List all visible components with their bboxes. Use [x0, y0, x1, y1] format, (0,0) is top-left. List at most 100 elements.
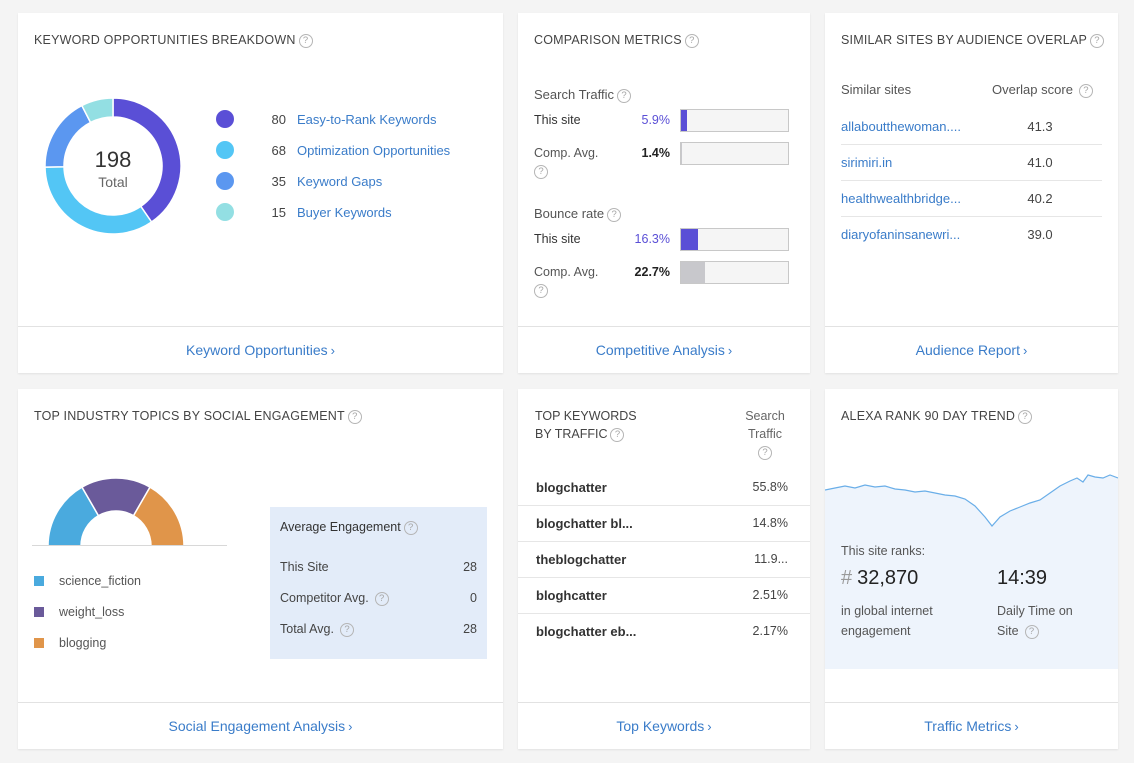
help-icon[interactable]: ? — [1078, 83, 1093, 98]
footer-link-text: Competitive Analysis — [595, 342, 725, 358]
row-divider — [841, 180, 1102, 181]
traffic-metrics-footer-link[interactable]: Traffic Metrics › — [825, 702, 1118, 749]
col-line-1: Search — [745, 409, 785, 423]
footer-link-text: Top Keywords — [616, 718, 705, 734]
help-icon[interactable]: ? — [374, 591, 389, 606]
legend-buyer-count: 15 — [271, 205, 286, 220]
chevron-right-icon: › — [1022, 343, 1028, 358]
legend-gaps-link[interactable]: Keyword Gaps — [297, 174, 383, 189]
search-traffic-col-header: Search Traffic ? — [740, 407, 790, 461]
help-icon[interactable]: ? — [610, 427, 625, 442]
legend-weight-loss: weight_loss — [59, 605, 125, 619]
rank-desc-line-2: engagement — [841, 624, 911, 638]
help-icon[interactable]: ? — [1090, 33, 1105, 48]
card-title-text: SIMILAR SITES BY AUDIENCE OVERLAP — [841, 33, 1088, 47]
similar-site-link[interactable]: sirimiri.in — [841, 155, 893, 170]
col-header-overlap-score: Overlap score? — [992, 82, 1093, 98]
legend-easy-link[interactable]: Easy-to-Rank Keywords — [297, 112, 437, 127]
card-title: COMPARISON METRICS? — [534, 33, 699, 48]
help-icon[interactable]: ? — [347, 409, 362, 424]
row-divider — [518, 505, 810, 506]
legend-science-fiction: science_fiction — [59, 574, 141, 588]
legend-buyer-link[interactable]: Buyer Keywords — [297, 205, 392, 220]
similar-site-link[interactable]: healthwealthbridge... — [841, 191, 961, 206]
bounce-rate-label: Bounce rate — [534, 206, 605, 221]
average-engagement-panel: Average Engagement? This Site 28 Competi… — [270, 507, 487, 659]
help-icon[interactable]: ? — [534, 284, 548, 298]
hash-icon: # — [841, 567, 853, 589]
legend-gaps-count: 35 — [271, 174, 286, 189]
keyword-row-traffic: 55.8% — [752, 480, 788, 494]
similar-site-score: 40.2 — [1027, 191, 1053, 206]
help-icon[interactable]: ? — [1024, 624, 1039, 639]
engagement-title-text: Average Engagement — [280, 520, 401, 534]
help-icon[interactable]: ? — [298, 33, 313, 48]
similar-site-link[interactable]: diaryofaninsanewri... — [841, 227, 961, 242]
trend-line — [825, 474, 1118, 527]
help-icon[interactable]: ? — [758, 445, 772, 460]
keyword-opportunities-footer-link[interactable]: Keyword Opportunities › — [18, 326, 503, 373]
card-title: ALEXA RANK 90 DAY TREND? — [841, 409, 1033, 424]
search-traffic-label: Search Traffic — [534, 87, 614, 102]
audience-report-footer-link[interactable]: Audience Report › — [825, 326, 1118, 373]
top-keywords-footer-link[interactable]: Top Keywords › — [518, 702, 810, 749]
daily-time-value: 14:39 — [997, 567, 1048, 589]
search-this-site-bar-fill — [681, 110, 688, 131]
legend-optimization-link[interactable]: Optimization Opportunities — [297, 143, 451, 158]
legend-gaps-dot — [216, 172, 234, 190]
donut-segment-gaps[interactable] — [44, 104, 92, 168]
bounce-comp-value: 22.7% — [634, 265, 670, 279]
card-title: SIMILAR SITES BY AUDIENCE OVERLAP? — [841, 33, 1105, 48]
rank-desc-line-1: in global internet — [841, 604, 933, 618]
similar-site-score: 39.0 — [1027, 227, 1053, 242]
similar-site-score: 41.0 — [1027, 155, 1053, 170]
search-this-site-label: This site — [534, 113, 581, 127]
donut-total-label: Total — [98, 174, 128, 190]
legend-optimization-count: 68 — [271, 143, 286, 158]
help-icon[interactable]: ? — [616, 88, 631, 103]
top-keywords-card: TOP KEYWORDS BY TRAFFIC? Search Traffic … — [518, 389, 810, 749]
social-engagement-footer-link[interactable]: Social Engagement Analysis › — [18, 702, 503, 749]
chevron-right-icon: › — [348, 719, 353, 734]
help-icon[interactable]: ? — [403, 520, 418, 535]
help-icon[interactable]: ? — [1018, 409, 1033, 424]
row-divider — [518, 577, 810, 578]
legend-optimization-dot — [216, 141, 234, 159]
engagement-row-label-text: Total Avg. — [280, 622, 334, 636]
row-divider — [841, 216, 1102, 217]
search-comp-bar-fill — [681, 143, 683, 164]
help-icon[interactable]: ? — [534, 165, 548, 179]
legend-easy-dot — [216, 110, 234, 128]
help-icon[interactable]: ? — [607, 207, 622, 222]
help-icon-wrap: ? — [740, 443, 790, 461]
help-icon[interactable]: ? — [339, 622, 354, 637]
keyword-row-traffic: 11.9... — [754, 552, 788, 566]
bounce-this-site-bar — [680, 228, 789, 251]
card-title-text: ALEXA RANK 90 DAY TREND — [841, 409, 1016, 423]
help-icon[interactable]: ? — [684, 33, 699, 48]
similar-site-link[interactable]: allaboutthewoman.... — [841, 119, 961, 134]
row-divider — [841, 144, 1102, 145]
engagement-row-value: 28 — [463, 622, 477, 636]
donut-segment-buyer[interactable] — [80, 97, 114, 124]
engagement-panel-title: Average Engagement? — [280, 520, 418, 535]
card-title-text: KEYWORD OPPORTUNITIES BREAKDOWN — [34, 33, 296, 47]
bounce-this-site-value: 16.3% — [634, 232, 670, 246]
competitive-analysis-footer-link[interactable]: Competitive Analysis › — [518, 326, 810, 373]
bounce-rate-heading: Bounce rate? — [534, 206, 622, 222]
chevron-right-icon: › — [1014, 719, 1019, 734]
search-this-site-value: 5.9% — [641, 113, 671, 127]
keyword-row-traffic: 2.51% — [752, 588, 788, 602]
chevron-right-icon: › — [330, 343, 335, 358]
keyword-row-traffic: 14.8% — [752, 516, 788, 530]
bounce-comp-bar — [680, 261, 789, 284]
footer-link-text: Audience Report — [915, 342, 1020, 358]
engagement-row-label: This Site — [280, 560, 329, 574]
card-title: KEYWORD OPPORTUNITIES BREAKDOWN? — [34, 33, 313, 48]
overlap-score-label: Overlap score — [992, 82, 1073, 97]
col-line-2: Traffic — [747, 427, 783, 441]
engagement-row-label: Competitor Avg.? — [280, 591, 389, 606]
legend-blogging-swatch — [34, 638, 44, 648]
footer-link-text: Keyword Opportunities — [186, 342, 328, 358]
global-rank: #32,870 — [841, 567, 918, 590]
